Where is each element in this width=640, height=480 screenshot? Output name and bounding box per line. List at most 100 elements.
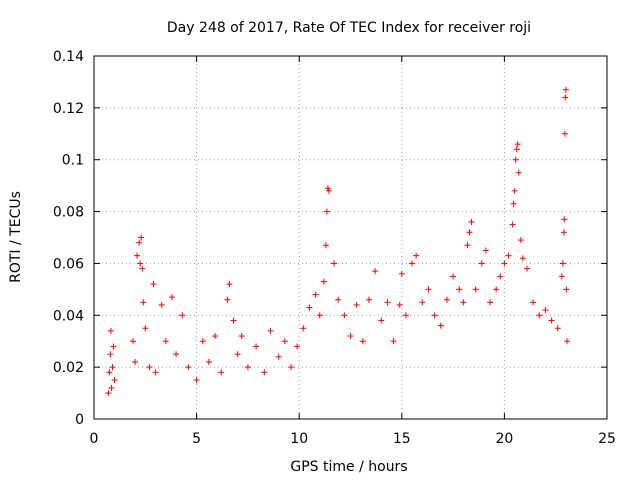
x-tick-label: 20 — [495, 431, 513, 447]
data-point — [347, 333, 354, 340]
data-point — [517, 237, 524, 244]
data-point — [253, 343, 260, 350]
data-point — [563, 286, 570, 293]
data-point — [515, 169, 522, 176]
data-point — [450, 273, 457, 280]
y-tick-label: 0.1 — [62, 153, 84, 169]
data-point — [140, 299, 147, 306]
data-point — [324, 185, 331, 192]
data-point — [281, 338, 288, 345]
data-point — [563, 338, 570, 345]
y-tick-label: 0.06 — [53, 256, 84, 272]
x-tick-label: 5 — [192, 431, 201, 447]
data-point — [193, 377, 200, 384]
data-point — [523, 265, 530, 272]
data-point — [372, 268, 379, 275]
data-point — [322, 242, 329, 249]
x-tick-label: 25 — [598, 431, 616, 447]
data-point — [464, 242, 471, 249]
data-point — [505, 252, 512, 259]
data-point — [158, 301, 165, 308]
data-point — [512, 156, 519, 163]
data-point — [530, 299, 537, 306]
data-point — [341, 312, 348, 319]
x-tick-label: 15 — [393, 431, 411, 447]
data-point — [162, 338, 169, 345]
y-tick-label: 0 — [75, 412, 84, 428]
data-point — [548, 317, 555, 324]
tick-labels: 0 5 10 15 20 25 0 0.02 0.04 0.06 0.08 0.1 0.12 0.14 — [53, 49, 616, 447]
data-point — [501, 260, 508, 267]
data-point — [413, 252, 420, 259]
data-point — [107, 351, 114, 358]
data-point — [275, 353, 282, 360]
data-point — [300, 325, 307, 332]
data-point — [234, 351, 241, 358]
data-point — [179, 312, 186, 319]
data-point — [226, 281, 233, 288]
data-point — [238, 333, 245, 340]
data-point — [137, 260, 144, 267]
data-point — [514, 141, 521, 148]
data-point — [132, 358, 139, 365]
data-point — [365, 296, 372, 303]
data-point — [261, 369, 268, 376]
data-point — [199, 338, 206, 345]
data-point — [105, 390, 112, 397]
data-point — [472, 286, 479, 293]
data-point — [509, 221, 516, 228]
data-point — [562, 94, 569, 101]
data-point — [409, 260, 416, 267]
data-point — [109, 364, 116, 371]
data-point — [150, 281, 157, 288]
data-point — [306, 304, 313, 311]
data-point — [107, 327, 114, 334]
data-point — [561, 130, 568, 137]
data-point — [353, 301, 360, 308]
data-point — [443, 296, 450, 303]
data-point — [312, 291, 319, 298]
data-point — [173, 351, 180, 358]
data-point — [390, 338, 397, 345]
data-point — [205, 358, 212, 365]
data-point — [398, 270, 405, 277]
data-point — [511, 187, 518, 194]
data-point — [359, 338, 366, 345]
data-point — [267, 327, 274, 334]
x-axis-label: GPS time / hours — [290, 459, 407, 475]
data-point — [419, 299, 426, 306]
data-point — [111, 377, 118, 384]
data-points — [105, 86, 570, 397]
data-point — [136, 239, 143, 246]
data-point — [108, 384, 115, 391]
data-point — [325, 187, 332, 194]
data-point — [466, 229, 473, 236]
data-point — [134, 252, 141, 259]
data-point — [425, 286, 432, 293]
data-point — [468, 218, 475, 225]
data-point — [168, 294, 175, 301]
data-point — [139, 265, 146, 272]
data-point — [536, 312, 543, 319]
y-tick-label: 0.04 — [53, 308, 84, 324]
data-point — [437, 322, 444, 329]
data-point — [478, 260, 485, 267]
data-point — [378, 317, 385, 324]
data-point — [562, 86, 569, 93]
data-point — [320, 278, 327, 285]
x-tick-label: 0 — [90, 431, 99, 447]
data-point — [335, 296, 342, 303]
data-point — [554, 325, 561, 332]
data-point — [513, 146, 520, 153]
data-point — [185, 364, 192, 371]
data-point — [218, 369, 225, 376]
y-tick-label: 0.02 — [53, 360, 84, 376]
data-point — [230, 317, 237, 324]
data-point — [138, 234, 145, 241]
data-point — [294, 343, 301, 350]
data-point — [316, 312, 323, 319]
plot-frame — [93, 55, 608, 420]
data-point — [558, 273, 565, 280]
